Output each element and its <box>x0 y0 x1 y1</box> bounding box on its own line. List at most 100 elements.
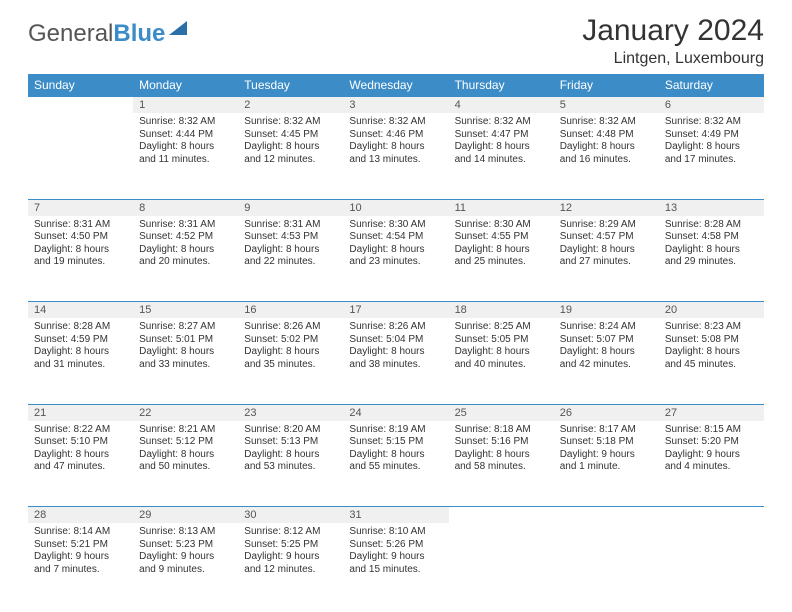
day-number: 10 <box>343 199 448 216</box>
day-number: 1 <box>133 97 238 114</box>
day-detail-line: Sunset: 4:48 PM <box>560 129 653 142</box>
day-number: 25 <box>449 404 554 421</box>
day-detail-empty <box>659 523 764 609</box>
day-detail-row: Sunrise: 8:28 AMSunset: 4:59 PMDaylight:… <box>28 318 764 404</box>
day-detail-row: Sunrise: 8:22 AMSunset: 5:10 PMDaylight:… <box>28 421 764 507</box>
day-detail-line: and 4 minutes. <box>665 461 758 474</box>
day-detail: Sunrise: 8:32 AMSunset: 4:45 PMDaylight:… <box>238 113 343 199</box>
day-detail-line: Sunrise: 8:26 AM <box>244 321 337 334</box>
day-detail-line: Sunset: 4:54 PM <box>349 231 442 244</box>
day-detail-line: Sunset: 4:50 PM <box>34 231 127 244</box>
day-detail-line: Sunrise: 8:10 AM <box>349 526 442 539</box>
day-detail-line: Sunset: 4:45 PM <box>244 129 337 142</box>
day-detail-line: Daylight: 9 hours <box>349 551 442 564</box>
day-number: 3 <box>343 97 448 114</box>
day-detail-line: Sunset: 5:01 PM <box>139 334 232 347</box>
day-detail: Sunrise: 8:32 AMSunset: 4:44 PMDaylight:… <box>133 113 238 199</box>
title-block: January 2024 Lintgen, Luxembourg <box>582 14 764 68</box>
day-detail-line: Sunset: 4:46 PM <box>349 129 442 142</box>
day-number: 20 <box>659 302 764 319</box>
day-detail-line: Daylight: 8 hours <box>560 141 653 154</box>
day-detail-line: and 55 minutes. <box>349 461 442 474</box>
day-number-row: 28293031 <box>28 507 764 524</box>
day-detail-line: and 50 minutes. <box>139 461 232 474</box>
day-detail-line: Sunset: 5:16 PM <box>455 436 548 449</box>
day-detail-line: Sunrise: 8:19 AM <box>349 424 442 437</box>
day-detail-line: and 33 minutes. <box>139 359 232 372</box>
day-number: 16 <box>238 302 343 319</box>
day-detail-line: and 20 minutes. <box>139 256 232 269</box>
day-detail-line: Sunrise: 8:32 AM <box>455 116 548 129</box>
day-detail: Sunrise: 8:31 AMSunset: 4:50 PMDaylight:… <box>28 216 133 302</box>
day-detail-line: Daylight: 8 hours <box>349 244 442 257</box>
day-detail-line: Sunrise: 8:32 AM <box>244 116 337 129</box>
day-detail: Sunrise: 8:32 AMSunset: 4:46 PMDaylight:… <box>343 113 448 199</box>
weekday-header: Thursday <box>449 74 554 97</box>
day-detail: Sunrise: 8:17 AMSunset: 5:18 PMDaylight:… <box>554 421 659 507</box>
day-detail-line: Daylight: 8 hours <box>139 449 232 462</box>
day-detail-line: Sunset: 5:21 PM <box>34 539 127 552</box>
day-number-empty <box>659 507 764 524</box>
day-detail-empty <box>28 113 133 199</box>
triangle-icon <box>169 21 187 35</box>
day-detail-empty <box>554 523 659 609</box>
day-detail-line: Daylight: 8 hours <box>455 346 548 359</box>
day-detail-line: Daylight: 8 hours <box>34 244 127 257</box>
day-number: 12 <box>554 199 659 216</box>
brand-blue: Blue <box>113 20 165 47</box>
day-number: 21 <box>28 404 133 421</box>
day-detail-line: Daylight: 8 hours <box>349 346 442 359</box>
day-detail-line: Sunset: 5:05 PM <box>455 334 548 347</box>
weekday-header-row: SundayMondayTuesdayWednesdayThursdayFrid… <box>28 74 764 97</box>
day-detail: Sunrise: 8:31 AMSunset: 4:53 PMDaylight:… <box>238 216 343 302</box>
day-detail-line: Sunset: 4:44 PM <box>139 129 232 142</box>
day-number: 23 <box>238 404 343 421</box>
day-detail: Sunrise: 8:30 AMSunset: 4:54 PMDaylight:… <box>343 216 448 302</box>
day-detail-line: Sunrise: 8:12 AM <box>244 526 337 539</box>
day-detail: Sunrise: 8:10 AMSunset: 5:26 PMDaylight:… <box>343 523 448 609</box>
day-detail-line: Sunrise: 8:18 AM <box>455 424 548 437</box>
brand-logo: GeneralBlue <box>28 22 187 46</box>
day-detail-line: Sunrise: 8:32 AM <box>560 116 653 129</box>
day-detail-line: Daylight: 9 hours <box>139 551 232 564</box>
day-detail: Sunrise: 8:24 AMSunset: 5:07 PMDaylight:… <box>554 318 659 404</box>
day-detail-line: Sunset: 4:47 PM <box>455 129 548 142</box>
day-detail-row: Sunrise: 8:14 AMSunset: 5:21 PMDaylight:… <box>28 523 764 609</box>
day-number: 13 <box>659 199 764 216</box>
day-detail: Sunrise: 8:20 AMSunset: 5:13 PMDaylight:… <box>238 421 343 507</box>
day-detail-line: Sunrise: 8:30 AM <box>349 219 442 232</box>
day-number: 5 <box>554 97 659 114</box>
day-number-row: 123456 <box>28 97 764 114</box>
day-detail: Sunrise: 8:19 AMSunset: 5:15 PMDaylight:… <box>343 421 448 507</box>
day-detail-line: Sunrise: 8:32 AM <box>665 116 758 129</box>
day-number: 30 <box>238 507 343 524</box>
day-number: 19 <box>554 302 659 319</box>
day-detail-line: Daylight: 8 hours <box>560 346 653 359</box>
day-detail-line: Sunrise: 8:31 AM <box>34 219 127 232</box>
day-detail-empty <box>449 523 554 609</box>
day-number: 28 <box>28 507 133 524</box>
day-detail-line: Daylight: 8 hours <box>34 449 127 462</box>
day-detail: Sunrise: 8:30 AMSunset: 4:55 PMDaylight:… <box>449 216 554 302</box>
day-detail-line: and 17 minutes. <box>665 154 758 167</box>
day-number: 8 <box>133 199 238 216</box>
day-detail-line: Sunrise: 8:26 AM <box>349 321 442 334</box>
day-detail-line: Sunset: 5:15 PM <box>349 436 442 449</box>
day-detail: Sunrise: 8:31 AMSunset: 4:52 PMDaylight:… <box>133 216 238 302</box>
day-detail-line: Daylight: 9 hours <box>560 449 653 462</box>
day-detail-line: Sunrise: 8:31 AM <box>244 219 337 232</box>
day-number-row: 21222324252627 <box>28 404 764 421</box>
day-detail-row: Sunrise: 8:32 AM Sunset: 4:44 PM Daylight:… <box>28 113 764 199</box>
day-detail-line: Daylight: 8 hours <box>349 141 442 154</box>
day-number: 7 <box>28 199 133 216</box>
day-number: 6 <box>659 97 764 114</box>
location-label: Lintgen, Luxembourg <box>582 50 764 68</box>
day-detail: Sunrise: 8:13 AMSunset: 5:23 PMDaylight:… <box>133 523 238 609</box>
day-detail-line: and 38 minutes. <box>349 359 442 372</box>
day-detail-line: Daylight: 8 hours <box>244 141 337 154</box>
day-detail-line: and 29 minutes. <box>665 256 758 269</box>
day-number: 26 <box>554 404 659 421</box>
day-detail-line: Sunrise: 8:15 AM <box>665 424 758 437</box>
day-detail-line: Daylight: 8 hours <box>349 449 442 462</box>
day-detail-line: Daylight: 8 hours <box>139 244 232 257</box>
